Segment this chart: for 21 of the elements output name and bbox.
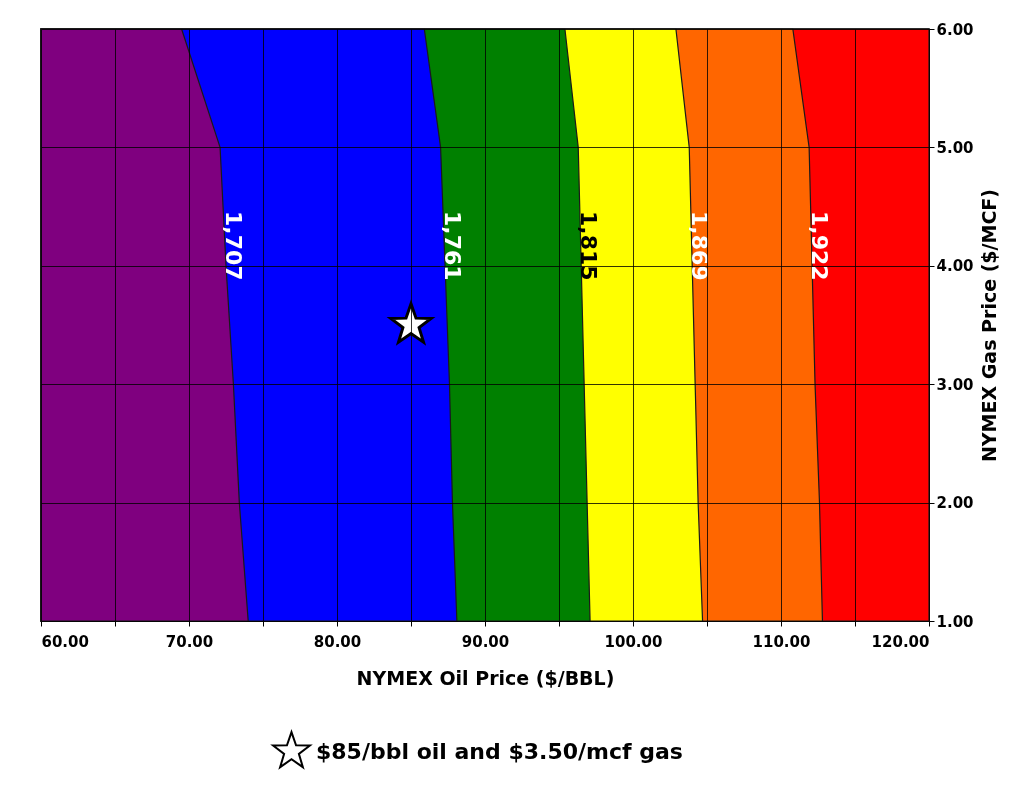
legend-label: $85/bbl oil and $3.50/mcf gas: [316, 738, 683, 764]
x-tick-label: 110.00: [752, 632, 811, 651]
x-tick-label: 100.00: [604, 632, 663, 651]
series-label: 1,922: [807, 211, 833, 281]
y-axis-title: NYMEX Gas Price ($/MCF): [977, 188, 1000, 463]
y-tick-label: 6.00: [936, 20, 974, 39]
x-tick-label: 80.00: [313, 632, 362, 651]
y-tick-label: 5.00: [936, 138, 974, 157]
y-tick-label: 3.00: [936, 375, 974, 394]
y-tick-label: 2.00: [936, 494, 974, 513]
x-tick-label: 60.00: [41, 632, 89, 651]
y-tick-label: 1.00: [936, 612, 974, 631]
x-tick-label: 70.00: [165, 632, 214, 651]
series-label: 1,761: [440, 211, 466, 281]
series-label: 1,707: [221, 211, 246, 281]
x-tick-label: 120.00: [871, 632, 930, 651]
x-tick-label: 90.00: [461, 632, 510, 651]
y-tick-label: 4.00: [936, 257, 974, 276]
series-label: 1,869: [687, 211, 713, 281]
series-label: 1,815: [576, 211, 602, 281]
x-axis-title: NYMEX Oil Price ($/BBL): [356, 666, 615, 689]
